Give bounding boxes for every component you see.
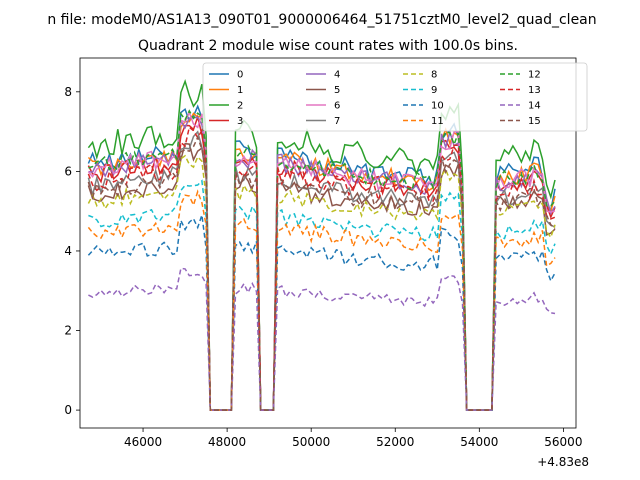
y-tick-label: 0 [64,403,72,417]
legend-label-6: 6 [334,101,340,112]
x-tick-label: 46000 [124,435,162,449]
series-layer [87,79,556,411]
x-tick-label: 56000 [544,435,582,449]
legend-label-14: 14 [528,101,541,112]
legend-box [202,62,588,132]
x-offset-label: +4.83e8 [537,455,589,469]
x-tick-label: 52000 [376,435,414,449]
legend-label-10: 10 [431,101,444,112]
legend-label-8: 8 [431,70,437,81]
legend-label-15: 15 [528,116,541,127]
legend-label-7: 7 [334,116,340,127]
x-axis: 46000 48000 50000 52000 54000 56000 [124,428,582,449]
plot-frame [79,57,577,429]
y-tick-label: 8 [64,85,72,99]
legend-label-5: 5 [334,85,340,96]
legend-label-11: 11 [431,116,444,127]
legend-label-9: 9 [431,85,437,96]
y-tick-label: 4 [64,244,72,258]
x-tick-label: 50000 [292,435,330,449]
legend-label-12: 12 [528,70,541,81]
legend-label-1: 1 [237,85,243,96]
x-tick-label: 48000 [208,435,246,449]
y-tick-label: 2 [64,324,72,338]
y-axis: 0 2 4 6 8 [64,85,80,417]
x-tick-label: 54000 [460,435,498,449]
series-line-15 [87,135,556,411]
legend-label-0: 0 [237,70,243,81]
legend-label-3: 3 [237,116,243,127]
chart-title: Quadrant 2 module wise count rates with … [138,38,518,54]
figure-suptitle: n file: modeM0/AS1A13_090T01_9000006464_… [47,12,596,28]
legend-label-2: 2 [237,101,243,112]
legend-label-4: 4 [334,70,340,81]
legend-label-13: 13 [528,85,541,96]
y-tick-label: 6 [64,164,72,178]
